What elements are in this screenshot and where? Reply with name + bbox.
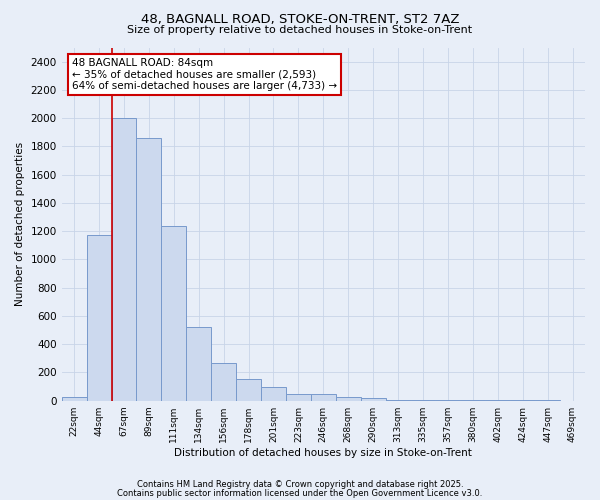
Bar <box>161 226 186 400</box>
Bar <box>311 394 336 400</box>
Bar <box>336 397 361 400</box>
Bar <box>62 397 86 400</box>
Text: 48 BAGNALL ROAD: 84sqm
← 35% of detached houses are smaller (2,593)
64% of semi-: 48 BAGNALL ROAD: 84sqm ← 35% of detached… <box>72 58 337 92</box>
Bar <box>211 362 236 401</box>
Bar <box>236 379 261 400</box>
Bar <box>286 394 311 400</box>
Bar <box>86 236 112 400</box>
Y-axis label: Number of detached properties: Number of detached properties <box>15 142 25 306</box>
Bar <box>112 118 136 401</box>
Bar <box>186 327 211 400</box>
X-axis label: Distribution of detached houses by size in Stoke-on-Trent: Distribution of detached houses by size … <box>175 448 472 458</box>
Bar <box>361 398 386 400</box>
Text: 48, BAGNALL ROAD, STOKE-ON-TRENT, ST2 7AZ: 48, BAGNALL ROAD, STOKE-ON-TRENT, ST2 7A… <box>141 12 459 26</box>
Text: Contains public sector information licensed under the Open Government Licence v3: Contains public sector information licen… <box>118 488 482 498</box>
Bar <box>261 388 286 400</box>
Text: Size of property relative to detached houses in Stoke-on-Trent: Size of property relative to detached ho… <box>127 25 473 35</box>
Text: Contains HM Land Registry data © Crown copyright and database right 2025.: Contains HM Land Registry data © Crown c… <box>137 480 463 489</box>
Bar <box>136 138 161 400</box>
